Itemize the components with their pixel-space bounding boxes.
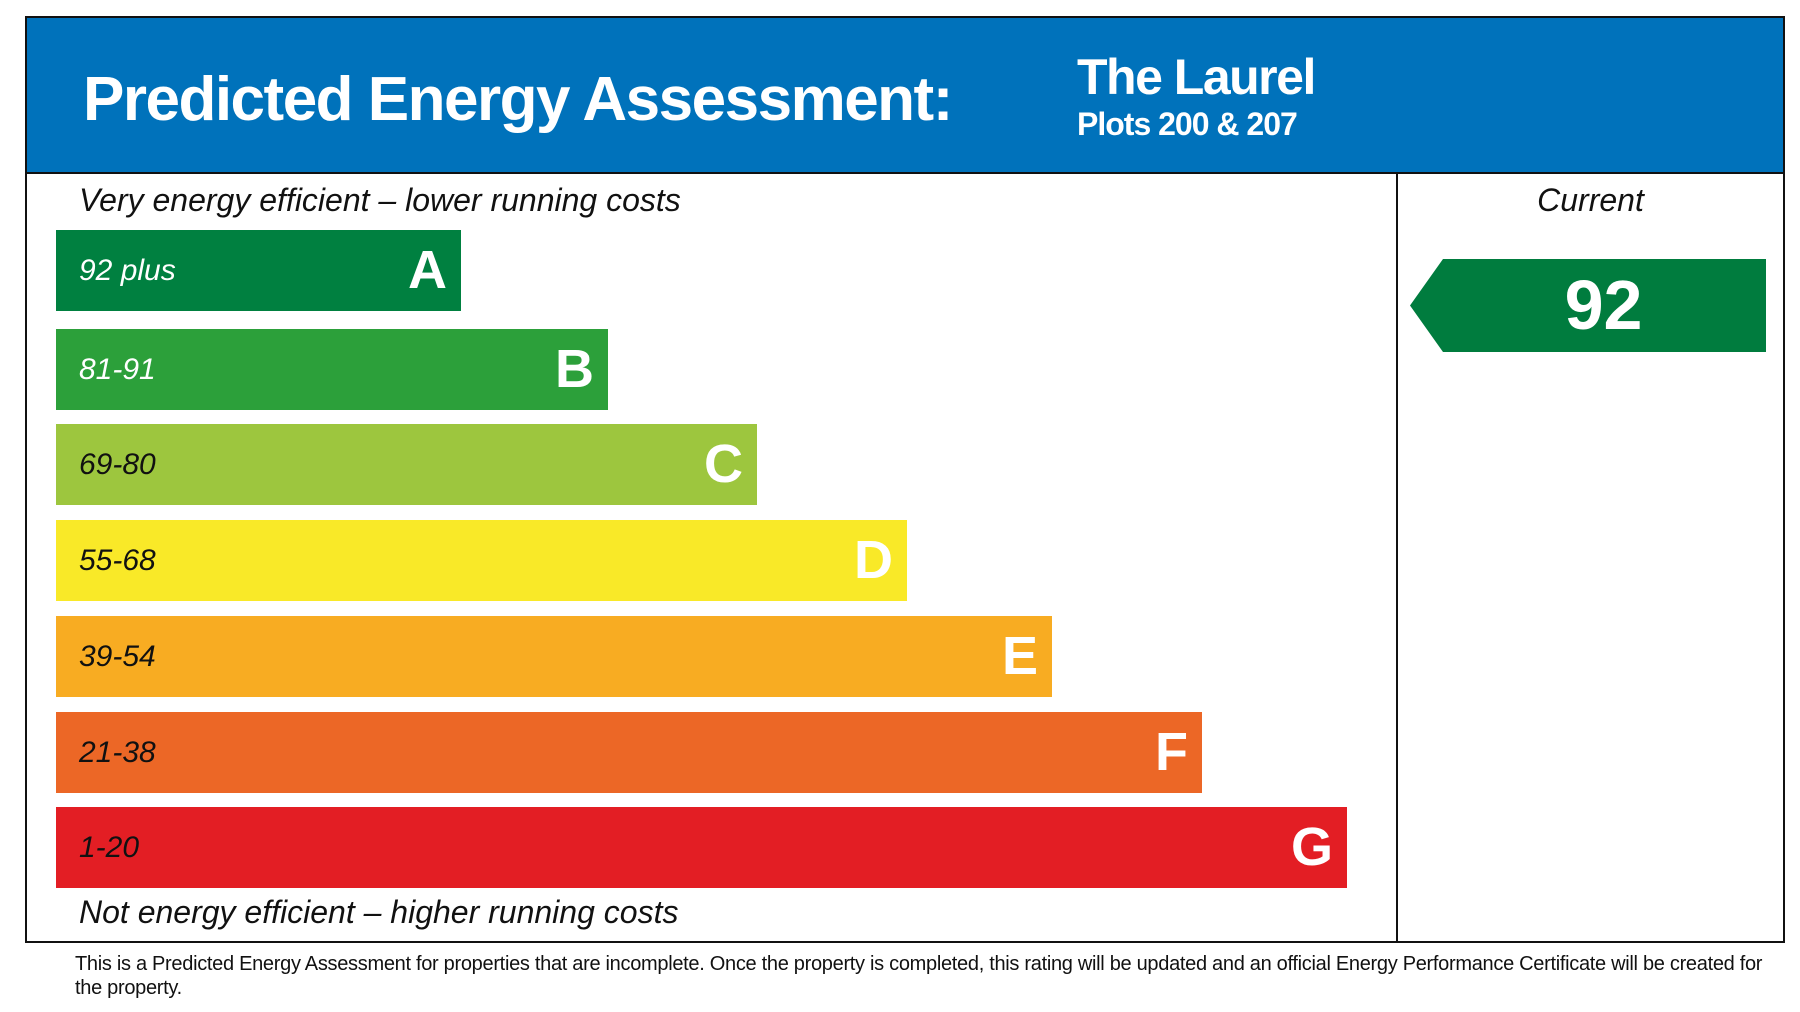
current-label: Current [1537,182,1644,218]
footer-note: This is a Predicted Energy Assessment fo… [75,953,1763,999]
bottom-caption: Not energy efficient – higher running co… [79,894,679,930]
property-name: The Laurel [1077,49,1316,105]
band-letter: A [408,240,447,300]
band-f: 21-38 F [56,712,1202,793]
band-range: 69-80 [79,448,156,481]
band-letter: F [1155,722,1188,782]
column-divider [1396,174,1398,941]
band-range: 21-38 [79,736,156,769]
current-arrow-shape [1410,259,1766,352]
plots-label: Plots 200 & 207 [1077,106,1298,142]
current-rating-arrow [1410,259,1766,352]
band-a: 92 plus A [56,230,461,311]
band-range: 55-68 [79,544,156,577]
band-range: 39-54 [79,640,156,673]
band-letter: E [1001,626,1038,686]
band-range: 1-20 [79,831,140,864]
header: Predicted Energy Assessment: The Laurel … [27,18,1783,174]
top-caption: Very energy efficient – lower running co… [79,182,681,218]
band-c: 69-80 C [56,424,757,505]
page-title: Predicted Energy Assessment: [83,65,953,134]
band-e: 39-54 E [56,616,1052,697]
energy-rating-frame: Predicted Energy Assessment: The Laurel … [25,16,1785,943]
current-rating-value: 92 [1564,266,1643,344]
band-b: 81-91 B [56,329,608,410]
band-range: 81-91 [79,353,156,386]
band-letter: C [704,434,743,494]
band-letter: B [555,339,594,399]
band-d: 55-68 D [56,520,907,601]
band-g: 1-20 G [56,807,1347,888]
band-range: 92 plus [79,254,176,287]
band-letter: D [854,530,893,590]
band-letter: G [1290,817,1333,877]
